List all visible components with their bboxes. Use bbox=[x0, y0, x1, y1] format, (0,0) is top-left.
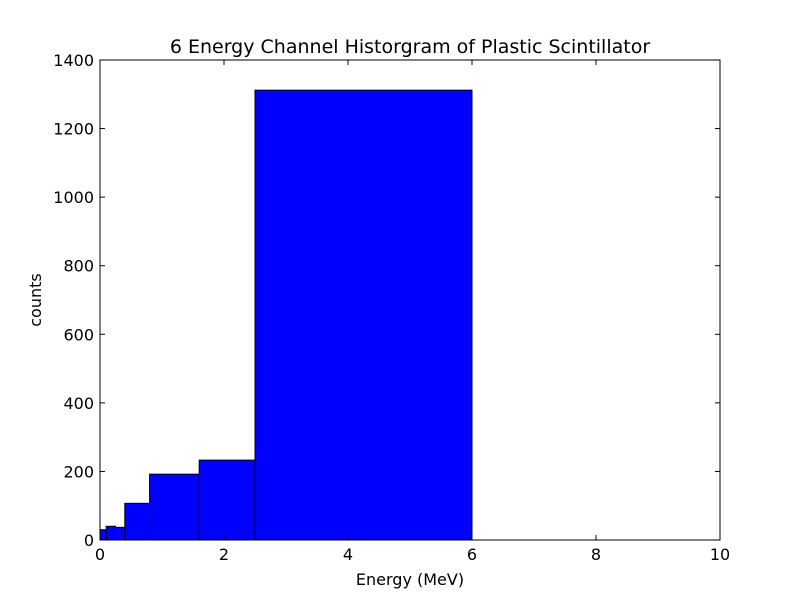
histogram-bar-5 bbox=[198, 459, 256, 541]
histogram-bar-6 bbox=[254, 89, 473, 541]
y-tick-label: 600 bbox=[63, 325, 94, 344]
histogram-bar-4 bbox=[149, 473, 200, 541]
y-tick-label: 1200 bbox=[53, 120, 94, 139]
histogram-bar-3 bbox=[124, 502, 151, 541]
bars-group bbox=[99, 89, 473, 541]
x-tick-label: 10 bbox=[710, 545, 730, 564]
x-tick-label: 4 bbox=[343, 545, 353, 564]
x-axis-label: Energy (MeV) bbox=[356, 570, 464, 589]
x-tick-label: 6 bbox=[467, 545, 477, 564]
y-tick-label: 800 bbox=[63, 257, 94, 276]
ticks-group: 0 2 4 6 8 10 0 200 400 600 800 1000 1200 1400 bbox=[53, 51, 730, 564]
histogram-bar-1 bbox=[105, 525, 116, 541]
histogram-bar-0 bbox=[99, 529, 107, 541]
x-tick-label: 8 bbox=[591, 545, 601, 564]
y-tick-label: 400 bbox=[63, 394, 94, 413]
x-tick-label: 2 bbox=[219, 545, 229, 564]
chart-title: 6 Energy Channel Historgram of Plastic S… bbox=[170, 36, 650, 58]
y-tick-label: 200 bbox=[63, 462, 94, 481]
histogram-bar-2 bbox=[115, 526, 126, 541]
y-axis-label: counts bbox=[26, 273, 45, 326]
y-tick-label: 0 bbox=[84, 531, 94, 550]
plot-frame bbox=[99, 59, 721, 541]
y-tick-label: 1400 bbox=[53, 51, 94, 70]
x-tick-label: 0 bbox=[95, 545, 105, 564]
y-tick-label: 1000 bbox=[53, 188, 94, 207]
